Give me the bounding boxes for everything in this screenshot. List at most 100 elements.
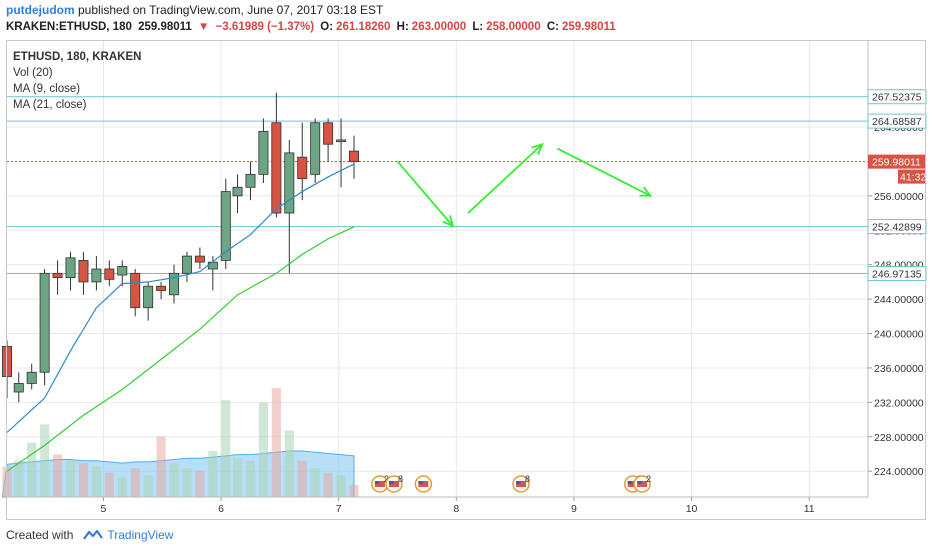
volume-bar [182, 467, 192, 497]
legend-symbol[interactable]: ETHUSD, 180, KRAKEN [13, 51, 142, 63]
flag-canton-icon [516, 481, 521, 484]
countdown-label: 41:32 [900, 172, 926, 184]
volume-bar [221, 400, 231, 497]
price-tag-level-4: 246.97135 [872, 269, 922, 281]
volume-bar [130, 467, 140, 497]
volume-bar [52, 454, 63, 497]
volume-bar [2, 466, 12, 497]
high-value: 263.00000 [411, 21, 467, 33]
publish-info: putdejudom published on TradingView.com,… [6, 3, 383, 17]
projection-arrow-head [531, 142, 544, 155]
price-axis: 224.00000 228.00000 232.00000 236.00000 240.… [867, 41, 927, 497]
tradingview-brand[interactable]: TradingView [107, 528, 174, 542]
last-price: 259.98011 [138, 21, 192, 33]
candle-body [245, 173, 256, 188]
candle-body [39, 272, 50, 373]
volume-bar [232, 458, 243, 497]
candle-body [52, 272, 63, 279]
price-tag-level-1-bg [867, 89, 927, 105]
volume-bar [156, 436, 166, 497]
flag-stripe-icon [374, 481, 385, 487]
close-value: 259.98011 [561, 21, 616, 33]
flag-canton-icon [418, 481, 423, 484]
event-count-label: 2 [646, 474, 651, 484]
candle-body [78, 259, 89, 283]
x-tick-label: 7 [336, 503, 342, 515]
candle-body [323, 122, 334, 145]
y-tick-label: 256.00000 [874, 191, 924, 203]
candle-body [104, 268, 115, 280]
open-value: 261.18260 [336, 21, 391, 33]
candle-body [65, 257, 76, 279]
volume-bar [65, 460, 76, 497]
flag-stripe-icon [418, 481, 429, 487]
y-tick-label: 244.00000 [874, 294, 924, 306]
volume-bar [195, 470, 205, 497]
event-count-label: 8 [398, 474, 403, 484]
y-tick-label: 232.00000 [874, 397, 924, 409]
moving-averages [6, 163, 355, 472]
y-tick-label: 240.00000 [874, 329, 924, 341]
volume-bar [349, 484, 359, 497]
volume-bar [91, 466, 101, 497]
price-tag-level-3-bg [867, 219, 927, 235]
published-text: published on TradingView.com, June 07, 2… [78, 3, 384, 17]
price-tag-level-2-bg [867, 113, 927, 129]
candle-body [156, 285, 167, 291]
volume-bar [40, 424, 50, 497]
candle-body [13, 383, 24, 393]
projection-arrow-head [639, 186, 653, 197]
volume-bar [169, 463, 179, 497]
x-tick-label: 8 [453, 503, 459, 515]
candle-body [181, 255, 192, 274]
close-label: C: [546, 21, 559, 33]
countdown-bg [898, 169, 926, 184]
projection-arrow-line [396, 160, 454, 227]
legend-ma21[interactable]: MA (21, close) [13, 99, 87, 111]
legend-ma9[interactable]: MA (9, close) [13, 83, 81, 95]
candle-body [336, 139, 347, 143]
ma21-line [6, 226, 355, 472]
ma9-line [6, 163, 355, 433]
volume-bar [27, 442, 37, 497]
y-tick-label: 224.00000 [874, 466, 924, 478]
y-tick-label: 236.00000 [874, 363, 924, 375]
candle-body [2, 346, 12, 377]
author-link[interactable]: putdejudom [6, 3, 75, 17]
legend-volume[interactable]: Vol (20) [13, 67, 53, 79]
flag-canton-icon [627, 481, 633, 484]
candle-body [284, 152, 295, 214]
price-tag-level-3: 252.42899 [872, 222, 922, 234]
symbol-line: KRAKEN:ETHUSD, 180 [6, 21, 132, 33]
candles-layer [2, 92, 359, 403]
projection-arrow-line [557, 147, 651, 197]
flag-canton-icon [388, 481, 394, 484]
high-label: H: [396, 21, 409, 33]
volume-bar [271, 388, 281, 497]
candle-body [194, 255, 205, 263]
volume-bar [104, 472, 114, 497]
candle-body [349, 150, 359, 163]
candle-body [207, 261, 218, 270]
candle-body [26, 371, 37, 384]
x-tick-label: 11 [804, 503, 815, 515]
volume-bar [310, 467, 320, 497]
x-tick-label: 5 [101, 503, 107, 515]
chart-legend: ETHUSD, 180, KRAKEN Vol (20) MA (9, clos… [13, 49, 141, 113]
candle-body [297, 156, 308, 180]
change-value: −3.61989 (−1.37%) [215, 21, 315, 33]
flag-stripe-icon [637, 481, 648, 487]
volume-bar [78, 463, 89, 497]
volume-bar [258, 402, 269, 497]
flag-canton-icon [374, 481, 380, 484]
candle-body [310, 122, 321, 175]
candle-body [143, 285, 154, 309]
candle-body [258, 130, 269, 175]
candle-body [130, 272, 141, 309]
horizontal-lines [7, 96, 868, 275]
event-count-label: 8 [525, 474, 530, 484]
x-tick-label: 9 [571, 503, 577, 515]
low-label: L: [472, 21, 484, 33]
